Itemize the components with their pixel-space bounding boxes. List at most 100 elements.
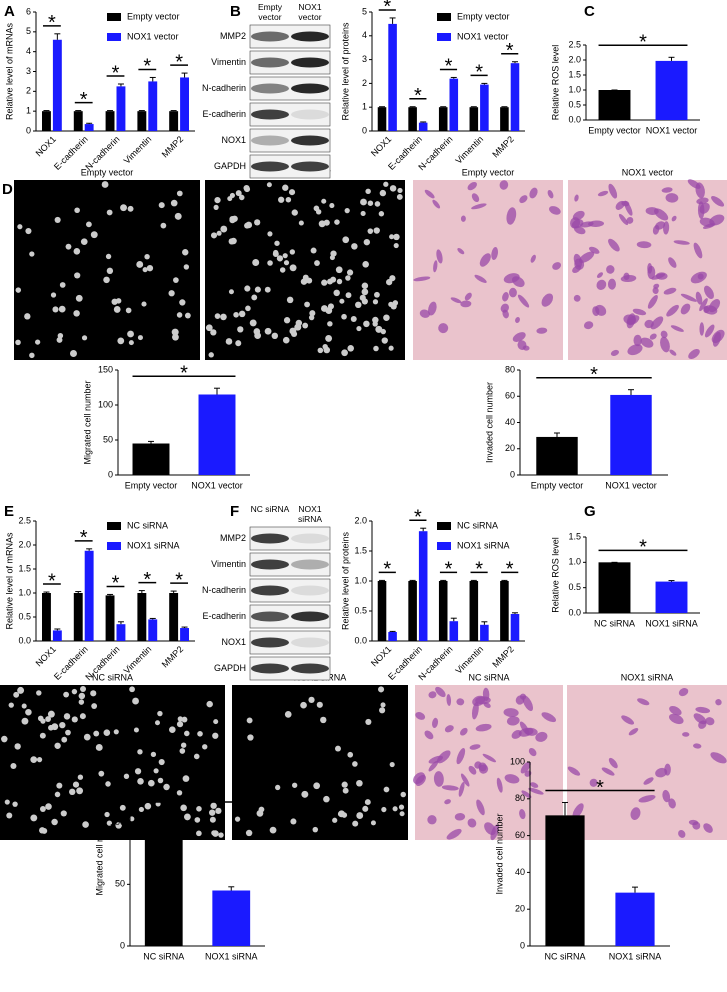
cell <box>54 216 61 224</box>
cell <box>379 189 387 197</box>
image-label: Empty vector <box>81 167 134 177</box>
cell <box>363 238 371 246</box>
cell <box>458 781 465 797</box>
legend-label: Empty vector <box>127 11 180 21</box>
blot-band <box>251 663 289 674</box>
cell <box>572 210 585 221</box>
cell <box>264 327 272 335</box>
cell <box>638 794 656 803</box>
bar <box>73 111 83 131</box>
cell <box>705 717 715 726</box>
cell <box>703 306 710 314</box>
blot-strip <box>249 630 331 655</box>
y-tick-label: 1 <box>362 102 367 112</box>
cell <box>710 752 727 764</box>
bar <box>52 39 62 132</box>
cell <box>77 774 84 780</box>
cell <box>90 690 97 697</box>
bar <box>198 394 236 475</box>
cell <box>696 197 709 205</box>
blot-band <box>291 161 329 172</box>
cell <box>332 817 338 823</box>
cell <box>210 232 218 239</box>
bar <box>418 122 428 131</box>
cell <box>596 272 604 278</box>
bar <box>598 562 631 613</box>
cell <box>643 777 654 785</box>
cell <box>517 340 527 350</box>
y-axis-label: Relative level of mRNAs <box>4 22 14 120</box>
cell <box>693 713 707 725</box>
cell <box>73 248 81 255</box>
cell <box>302 274 309 281</box>
cell <box>454 813 466 821</box>
cell <box>101 181 109 188</box>
cell <box>620 274 637 283</box>
y-tick-label: 2 <box>26 86 31 96</box>
cell <box>179 748 186 754</box>
blot-row-label: Vimentin <box>211 559 246 569</box>
cell <box>129 686 135 693</box>
cell <box>56 782 63 789</box>
cell <box>504 774 520 784</box>
cell <box>50 292 57 298</box>
cell <box>309 310 316 317</box>
cell <box>48 724 54 731</box>
cell <box>252 258 260 266</box>
bar <box>449 621 459 641</box>
blot-row-label: E-cadherin <box>202 611 246 621</box>
cell <box>123 773 130 779</box>
cell <box>63 713 71 720</box>
cell <box>373 345 379 352</box>
cell <box>360 210 366 217</box>
cell <box>472 695 486 707</box>
bar <box>169 111 179 131</box>
cell <box>315 209 322 215</box>
cell <box>218 832 224 838</box>
bar <box>105 111 115 131</box>
cell <box>21 717 29 725</box>
bar <box>137 593 147 641</box>
cell <box>183 813 191 821</box>
panel-label: G <box>584 503 596 520</box>
cell <box>663 287 677 295</box>
cell <box>197 730 203 737</box>
blot-strip <box>249 24 331 49</box>
cell <box>608 238 620 252</box>
significance-label: * <box>112 62 120 84</box>
cell <box>339 298 345 304</box>
y-tick-label: 0.0 <box>18 635 31 645</box>
cell <box>276 255 284 262</box>
y-tick-label: 2.0 <box>18 539 31 549</box>
cell <box>65 729 71 736</box>
cell <box>346 269 354 276</box>
y-tick-label: 50 <box>103 434 113 444</box>
bar <box>148 81 158 131</box>
blot-band <box>291 57 329 68</box>
cell <box>680 303 691 315</box>
cell <box>370 820 376 826</box>
cell <box>467 818 477 828</box>
cell <box>665 193 679 203</box>
bar <box>545 815 585 946</box>
cell <box>362 805 369 812</box>
cell <box>388 345 394 351</box>
cell <box>59 721 66 729</box>
blot-row-label: MMP2 <box>220 533 246 543</box>
x-tick-label: Empty vector <box>125 480 178 490</box>
cell <box>419 309 430 318</box>
cell <box>669 349 677 356</box>
bar <box>73 593 83 641</box>
cell <box>693 242 703 259</box>
cell <box>76 787 84 795</box>
cell <box>627 344 643 356</box>
cell <box>661 187 673 193</box>
cell <box>45 803 52 810</box>
cell <box>283 260 290 266</box>
cell <box>273 249 279 256</box>
cell <box>341 812 348 818</box>
blot-band <box>291 559 329 570</box>
cell <box>352 761 358 767</box>
cell <box>632 308 647 316</box>
bar <box>105 595 115 641</box>
